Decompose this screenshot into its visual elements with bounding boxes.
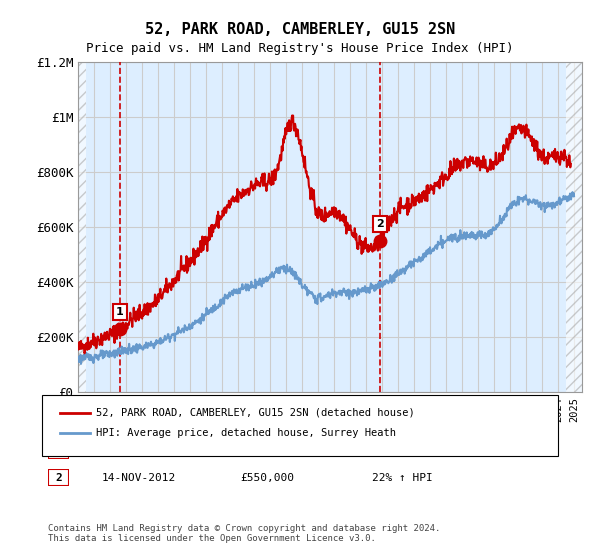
Text: 56% ↑ HPI: 56% ↑ HPI bbox=[372, 446, 433, 456]
Text: £230,000: £230,000 bbox=[240, 446, 294, 456]
Bar bbox=[566, 62, 582, 392]
Text: Contains HM Land Registry data © Crown copyright and database right 2024.
This d: Contains HM Land Registry data © Crown c… bbox=[48, 524, 440, 543]
FancyBboxPatch shape bbox=[48, 469, 69, 486]
Bar bbox=[78, 62, 86, 392]
Text: 2: 2 bbox=[55, 473, 62, 483]
Text: 52, PARK ROAD, CAMBERLEY, GU15 2SN (detached house): 52, PARK ROAD, CAMBERLEY, GU15 2SN (deta… bbox=[96, 408, 415, 418]
Text: 14-NOV-2012: 14-NOV-2012 bbox=[102, 473, 176, 483]
FancyBboxPatch shape bbox=[48, 442, 69, 459]
Text: Price paid vs. HM Land Registry's House Price Index (HPI): Price paid vs. HM Land Registry's House … bbox=[86, 42, 514, 55]
Text: 1: 1 bbox=[55, 446, 62, 456]
Text: 2: 2 bbox=[376, 219, 384, 229]
Text: 1: 1 bbox=[116, 307, 124, 317]
Text: 14-AUG-1996: 14-AUG-1996 bbox=[102, 446, 176, 456]
Text: £550,000: £550,000 bbox=[240, 473, 294, 483]
Text: HPI: Average price, detached house, Surrey Heath: HPI: Average price, detached house, Surr… bbox=[96, 428, 396, 438]
Text: 52, PARK ROAD, CAMBERLEY, GU15 2SN: 52, PARK ROAD, CAMBERLEY, GU15 2SN bbox=[145, 22, 455, 38]
Text: 22% ↑ HPI: 22% ↑ HPI bbox=[372, 473, 433, 483]
